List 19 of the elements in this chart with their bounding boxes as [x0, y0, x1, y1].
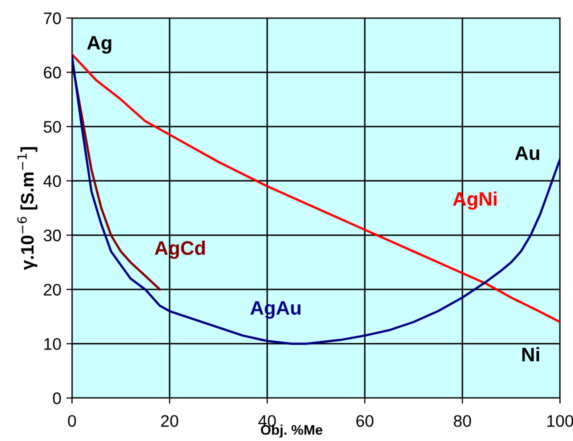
- annotation: Au: [515, 146, 540, 160]
- x-tick-label: 60: [356, 415, 374, 427]
- x-axis-title: Obj. %Me: [260, 424, 322, 438]
- y-tick-label: 50: [44, 120, 61, 133]
- x-tick-label: 80: [454, 415, 472, 427]
- x-tick-label: 0: [68, 415, 76, 427]
- x-tick-label: 40: [258, 415, 276, 427]
- y-axis-title: γ.10$^{−6}$ [S.m$^{−1}$]: [17, 147, 38, 270]
- y-tick-label: 0: [52, 392, 61, 404]
- x-tick-label: 20: [161, 415, 178, 427]
- y-tick-label: 40: [43, 175, 61, 188]
- y-tick-label: 60: [44, 66, 61, 78]
- x-tick-label: 100: [547, 415, 573, 427]
- y-tick-label: 30: [44, 230, 61, 242]
- annotation: Ni: [522, 347, 540, 362]
- annotation: Ag: [87, 36, 112, 54]
- y-tick-label: 70: [44, 12, 61, 24]
- y-tick-label: 10: [44, 338, 61, 350]
- y-tick-label: 20: [44, 284, 61, 296]
